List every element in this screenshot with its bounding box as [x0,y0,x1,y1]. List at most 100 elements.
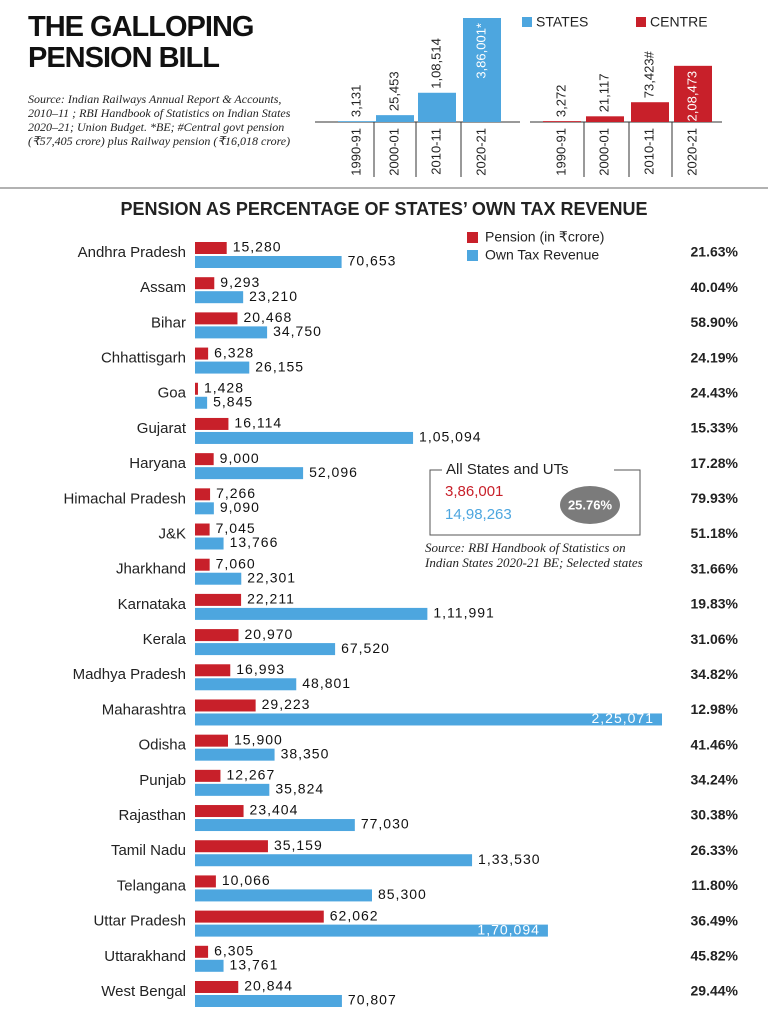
bar [195,678,297,691]
bar [338,121,376,122]
bar [195,840,268,853]
value-label: 2,25,071 [592,710,655,726]
value-label: 34,750 [273,323,322,339]
summary-title: All States and UTs [446,461,569,478]
bar [195,502,214,515]
value-label: 22,301 [247,569,296,585]
bar [195,431,414,444]
value-label: 1,428 [204,379,244,395]
value-label: 70,653 [348,253,397,269]
share-label: 40.04% [691,279,739,295]
category-label: Uttarakhand [104,948,186,965]
value-label: 23,404 [250,802,299,818]
bar [195,488,211,501]
share-label: 34.24% [691,772,739,788]
value-label: 20,970 [245,626,294,642]
share-label: 41.46% [691,736,739,752]
share-label: 58.90% [691,314,739,330]
value-label: 25,453 [386,71,401,111]
share-label: 26.33% [691,842,739,858]
value-label: 85,300 [378,886,427,902]
bar [195,523,210,536]
bar [195,242,227,254]
value-label: 52,096 [309,464,358,480]
bar [195,593,242,606]
share-label: 24.19% [691,349,739,365]
category-label: Bihar [151,314,186,331]
bar [195,854,473,867]
bar [195,980,239,993]
value-label: 3,272 [553,85,568,118]
value-label: 20,468 [243,309,292,325]
bar [195,805,244,818]
bar [195,924,548,937]
category-label: Telangana [117,877,187,894]
legend-swatch [522,17,532,27]
summary-revenue: 14,98,263 [445,506,512,523]
category-label: Himachal Pradesh [63,490,186,507]
bar [543,121,581,122]
share-label: 12.98% [691,701,739,717]
value-label: 7,060 [216,555,256,571]
value-label: 9,090 [220,499,260,515]
category-label: Chhattisgarh [101,350,186,367]
bar [674,65,712,122]
category-label: Jharkhand [116,561,186,578]
value-label: 62,062 [330,907,379,923]
value-label: 21,117 [596,74,611,113]
bar [195,959,224,972]
share-label: 15.33% [691,420,739,436]
bar [195,875,216,888]
x-tick-label: 2010-11 [428,128,443,175]
value-label: 1,33,530 [478,851,541,867]
bar [418,92,456,122]
bar [195,291,244,304]
value-label: 13,766 [230,534,279,550]
legend-label: STATES [536,14,588,30]
share-label: 29.44% [691,983,739,999]
category-label: Rajasthan [118,807,186,824]
summary-note: Source: RBI Handbook of Statistics on In… [425,540,643,570]
value-label: 29,223 [262,696,311,712]
x-tick-label: 1990-91 [553,128,568,176]
share-label: 31.06% [691,631,739,647]
value-label: 5,845 [213,393,253,409]
share-label: 11.80% [691,877,738,893]
bar [586,116,624,122]
legend-swatch [636,17,646,27]
bar [195,382,198,395]
x-tick-label: 2010-11 [641,128,656,175]
value-label: 1,08,514 [428,38,443,89]
share-label: 45.82% [691,948,739,964]
legend-swatch [467,250,478,261]
value-label: 3,86,001* [473,23,488,79]
category-label: J&K [158,525,186,542]
value-label: 9,293 [220,274,260,290]
bar [195,945,209,958]
value-label: 7,266 [216,485,256,501]
bar [195,819,355,832]
bar [195,769,221,782]
category-label: Gujarat [137,420,187,437]
summary-title-bg [442,462,614,478]
value-label: 23,210 [249,288,298,304]
bar [195,889,372,902]
share-label: 17.28% [691,455,739,471]
x-tick-label: 1990-91 [348,128,363,176]
share-label: 34.82% [691,666,739,682]
bar [195,537,224,550]
value-label: 67,520 [341,640,390,656]
value-label: 73,423# [641,50,656,98]
value-label: 77,030 [361,816,410,832]
category-label: Uttar Pradesh [93,913,186,930]
bar [195,312,238,325]
category-label: Kerala [143,631,187,648]
share-label: 31.66% [691,560,739,576]
bar [195,643,336,656]
bar [195,277,215,290]
bar [195,783,270,796]
chart-title: PENSION AS PERCENTAGE OF STATES’ OWN TAX… [120,199,647,219]
bar [195,467,304,480]
